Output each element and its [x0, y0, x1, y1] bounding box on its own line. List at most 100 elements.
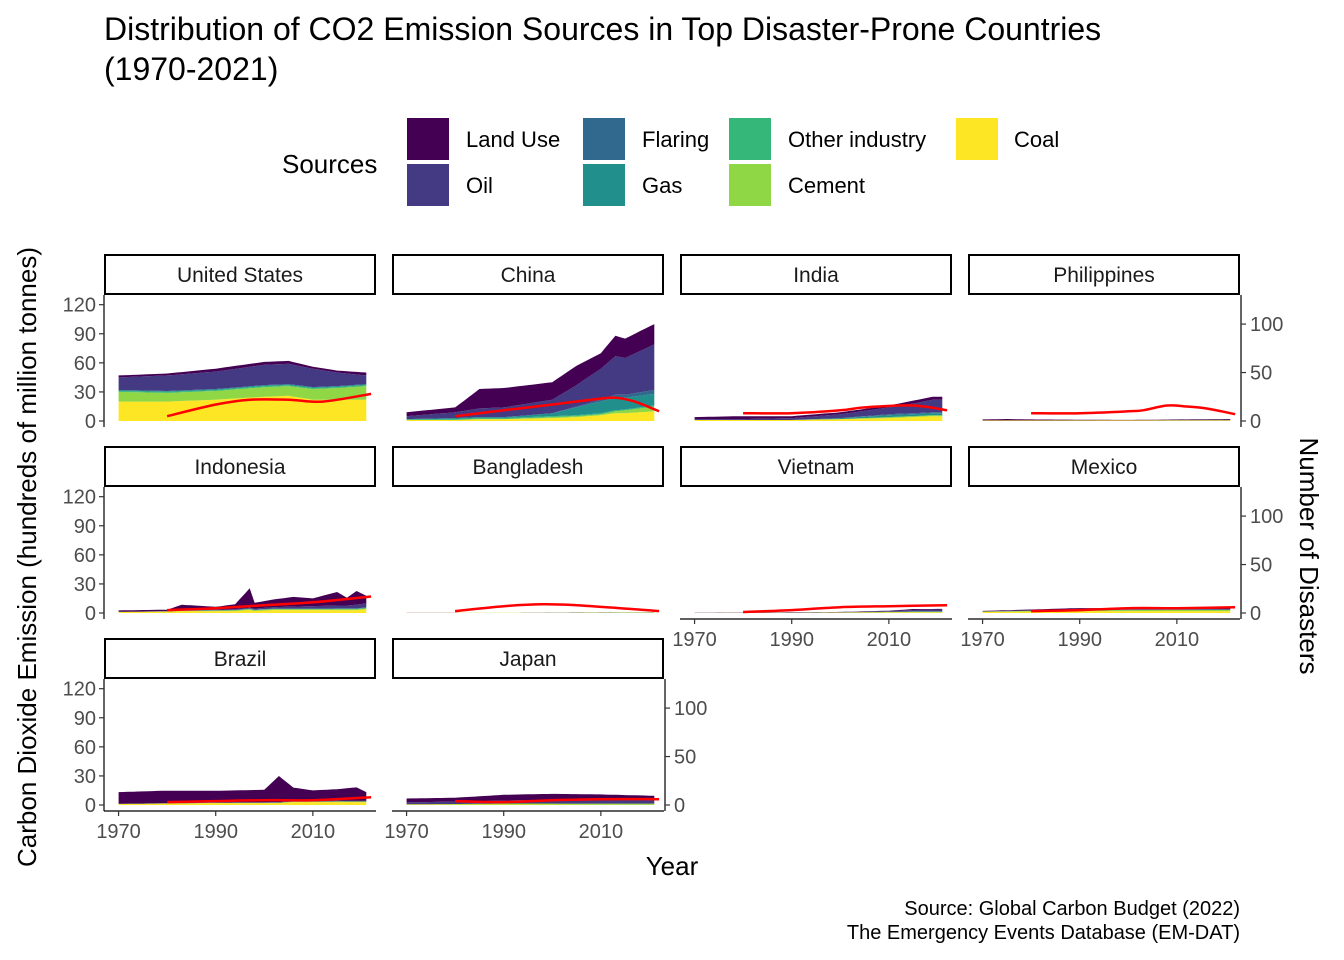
x-tick-label: 1990 — [769, 629, 814, 651]
y-tick-label: 120 — [63, 487, 96, 509]
area-cement — [118, 608, 367, 612]
facet-strip — [392, 254, 664, 295]
disaster-line — [166, 392, 372, 418]
area-coal — [118, 802, 367, 805]
area-other-industry — [406, 405, 655, 420]
facet-brazil: Brazil 0 30 60 90 120 1970 1990 2010 — [63, 638, 376, 843]
legend-label-other-industry: Other industry — [788, 127, 926, 152]
legend-label-gas: Gas — [642, 173, 682, 198]
disaster-line — [454, 603, 660, 613]
area-oil — [694, 399, 943, 420]
y2-tick-label: 100 — [1250, 506, 1283, 528]
x-tick-label: 1990 — [481, 821, 526, 843]
x-axis-title: Year — [646, 851, 699, 881]
area-cement — [406, 612, 655, 613]
facet-strip — [680, 254, 952, 295]
area-oil — [982, 608, 1231, 612]
y-tick-label: 0 — [85, 411, 96, 433]
facet-strip-label: China — [501, 264, 556, 287]
y2-tick-label: 0 — [1250, 411, 1261, 433]
area-gas — [694, 413, 943, 420]
legend-label-flaring: Flaring — [642, 127, 709, 152]
stacked-area-group — [694, 608, 943, 613]
y-tick-label: 30 — [74, 574, 96, 596]
chart-title: Distribution of CO2 Emission Sources in … — [104, 11, 1101, 47]
facet-united-states: United States 0 30 60 90 120 — [63, 254, 376, 433]
y-tick-label: 120 — [63, 295, 96, 317]
legend-swatch-cement — [729, 164, 771, 206]
stacked-area-group — [118, 776, 367, 805]
area-land-use — [694, 396, 943, 420]
legend-swatch-oil — [407, 164, 449, 206]
area-other-industry — [118, 385, 367, 393]
area-land-use — [118, 360, 367, 378]
facet-strip-label: Mexico — [1071, 456, 1138, 479]
legend: Sources Land Use Oil Flaring Gas Other indus… — [282, 118, 1059, 206]
y2-tick-label: 0 — [1250, 603, 1261, 625]
legend-item-oil: Oil — [407, 164, 493, 206]
chart-title-line2: (1970-2021) — [104, 51, 278, 87]
x-tick-label: 2010 — [291, 821, 336, 843]
facet-strip-label: Japan — [499, 648, 556, 671]
x-tick-label: 2010 — [867, 629, 912, 651]
legend-label-oil: Oil — [466, 173, 493, 198]
area-cement — [694, 611, 943, 613]
facet-strip — [104, 446, 376, 487]
legend-item-flaring: Flaring — [583, 118, 709, 160]
facet-strip-label: United States — [177, 264, 303, 287]
legend-item-land-use: Land Use — [407, 118, 560, 160]
area-oil — [118, 603, 367, 612]
facet-strip-label: India — [793, 264, 839, 287]
x-tick-label: 1990 — [193, 821, 238, 843]
area-cement — [406, 803, 655, 805]
facet-china: China — [392, 254, 664, 421]
facet-indonesia: Indonesia 0 30 60 90 120 — [63, 446, 376, 625]
facet-strip — [104, 638, 376, 679]
facet-strip-label: Bangladesh — [473, 456, 584, 479]
facet-strip-label: Brazil — [214, 648, 267, 671]
facet-strip — [968, 254, 1240, 295]
disaster-line — [1031, 404, 1236, 416]
area-coal — [694, 416, 943, 421]
y-tick-label: 120 — [63, 679, 96, 701]
stacked-area-group — [118, 360, 367, 421]
y-tick-label: 30 — [74, 766, 96, 788]
area-land-use — [982, 419, 1231, 421]
facet-japan: Japan 0 50 100 1970 1990 2010 — [384, 638, 707, 843]
area-coal — [118, 609, 367, 613]
legend-label-land-use: Land Use — [466, 127, 560, 152]
area-land-use — [406, 324, 655, 417]
y-tick-label: 0 — [85, 603, 96, 625]
legend-item-coal: Coal — [956, 118, 1059, 160]
area-cement — [118, 386, 367, 402]
facet-strip-label: Indonesia — [194, 456, 285, 479]
legend-swatch-flaring — [583, 118, 625, 160]
x-tick-label: 1970 — [672, 629, 717, 651]
disaster-line — [743, 603, 948, 614]
y-tick-label: 60 — [74, 353, 96, 375]
area-land-use — [118, 776, 367, 804]
stacked-area-group — [982, 419, 1231, 421]
x-tick-label: 1970 — [384, 821, 429, 843]
legend-label-coal: Coal — [1014, 127, 1059, 152]
area-flaring — [118, 607, 367, 612]
disaster-line — [454, 396, 660, 418]
stacked-area-group — [118, 588, 367, 613]
area-cement — [982, 609, 1231, 612]
facet-vietnam: Vietnam 1970 1990 2010 — [672, 446, 952, 651]
x-tick-label: 1990 — [1057, 629, 1102, 651]
legend-item-gas: Gas — [583, 164, 682, 206]
y-tick-label: 0 — [85, 795, 96, 817]
disaster-line — [455, 797, 660, 804]
legend-item-other-industry: Other industry — [729, 118, 926, 160]
legend-swatch-coal — [956, 118, 998, 160]
area-gas — [118, 384, 367, 392]
y2-tick-label: 50 — [674, 747, 696, 769]
area-cement — [694, 415, 943, 420]
disaster-line — [743, 404, 948, 415]
facet-strip-label: Vietnam — [778, 456, 855, 479]
x-tick-label: 2010 — [579, 821, 624, 843]
caption-source: Source: Global Carbon Budget (2022) — [904, 898, 1240, 920]
y-tick-label: 90 — [74, 516, 96, 538]
